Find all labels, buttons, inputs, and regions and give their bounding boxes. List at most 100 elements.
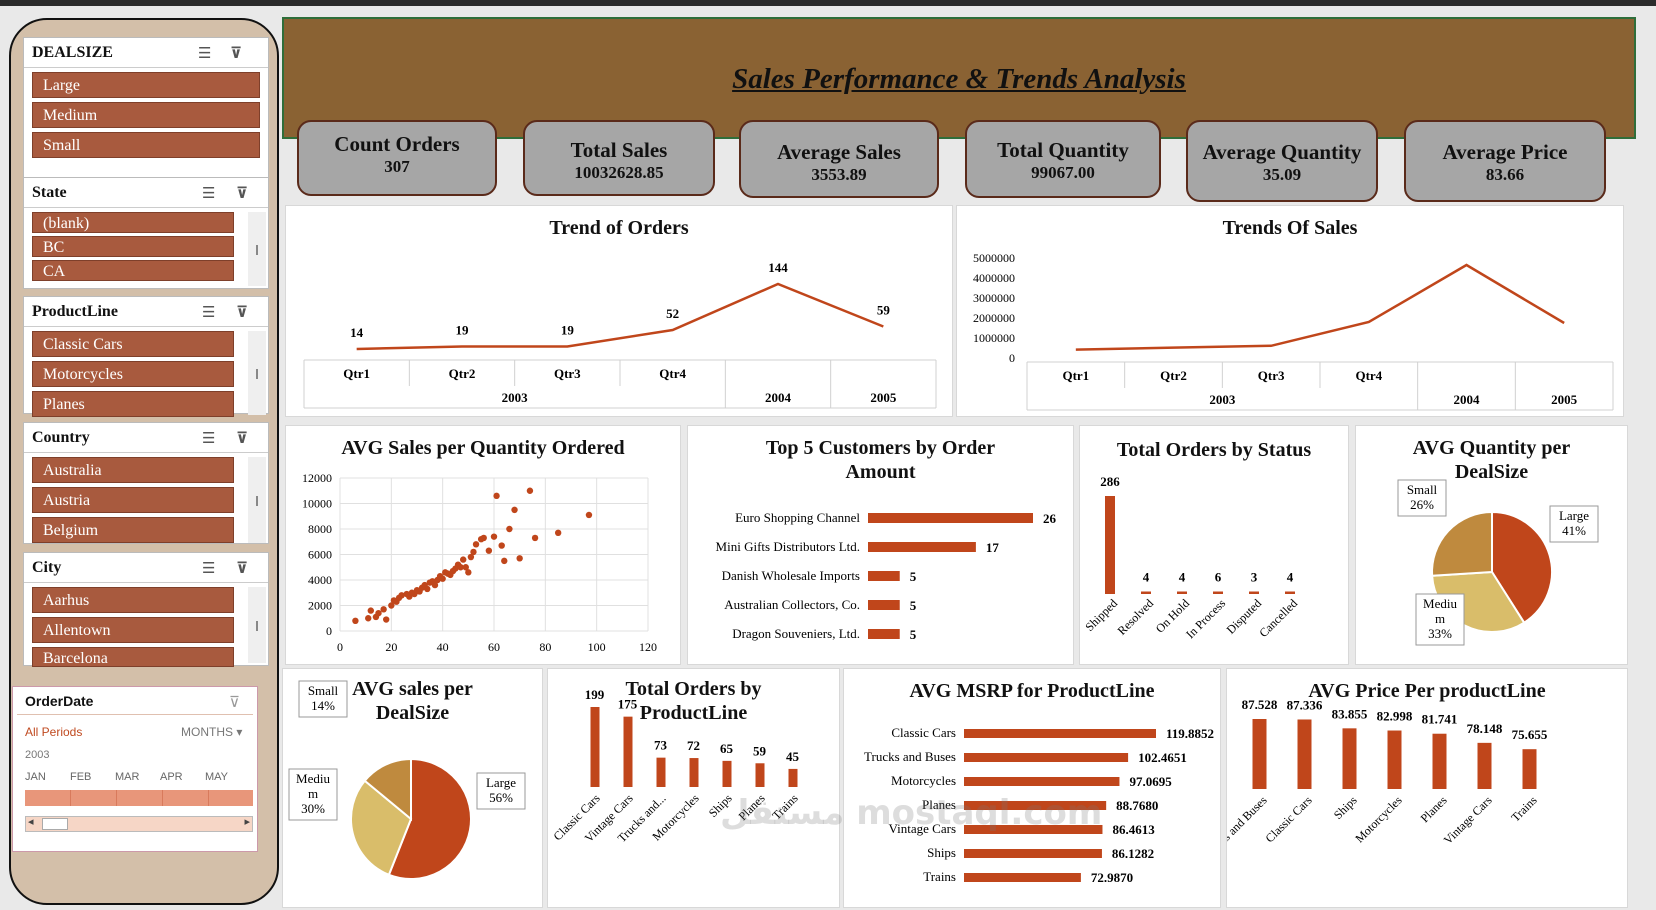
- clear-filter-icon[interactable]: ⊽: [236, 303, 249, 321]
- bar-category-label: Danish Wholesale Imports: [722, 568, 860, 583]
- clear-filter-icon[interactable]: ⊽: [236, 184, 249, 202]
- bar: [1477, 742, 1492, 789]
- timeline-title: OrderDate: [17, 687, 253, 715]
- slicer-item[interactable]: Austria: [32, 487, 234, 513]
- x-tick-label: 120: [639, 640, 657, 654]
- kpi-average-sales: Average Sales 3553.89: [739, 120, 939, 198]
- month-label: FEB: [70, 771, 92, 783]
- slicer-item[interactable]: Allentown: [32, 617, 234, 643]
- kpi-label: Count Orders: [334, 132, 460, 156]
- pie-slice: [387, 757, 472, 880]
- chart-orders-status: Total Orders by Status 286 Shipped 4 Resolv…: [1079, 425, 1349, 665]
- chart-avg-qty-dealsize: AVG Quantity per DealSize Large 41% Mediu m…: [1355, 425, 1628, 665]
- scatter-point: [470, 548, 477, 556]
- slicer-dealsize: DEALSIZE ☰ ⊽ Large Medium Small: [23, 37, 269, 183]
- slicer-scrollbar[interactable]: [248, 331, 266, 415]
- data-label: 6: [1215, 570, 1222, 585]
- scatter-point: [526, 487, 534, 494]
- slicer-title: State: [32, 183, 67, 201]
- slicer-item[interactable]: Planes: [32, 391, 234, 417]
- x-tick-label: 0: [337, 640, 343, 654]
- data-label: 83.855: [1332, 706, 1368, 721]
- x-tick-label: Qtr4: [659, 366, 686, 381]
- x-tick-label: Qtr4: [1355, 368, 1382, 383]
- bar-category-label: Euro Shopping Channel: [735, 510, 860, 525]
- x-tick-label: 20: [385, 640, 397, 654]
- scatter-point: [467, 553, 475, 561]
- kpi-label: Total Sales: [570, 138, 668, 162]
- slicer-header: City ☰ ⊽: [24, 553, 268, 583]
- all-periods-label[interactable]: All Periods: [25, 725, 83, 739]
- slicer-item[interactable]: Barcelona: [32, 647, 234, 667]
- kpi-average-price: Average Price 83.66: [1404, 120, 1606, 202]
- clear-filter-icon[interactable]: ⊽: [236, 559, 249, 577]
- slicer-item[interactable]: Classic Cars: [32, 331, 234, 357]
- x-group-label: 2003: [1209, 392, 1236, 407]
- slicer-item[interactable]: Motorcycles: [32, 361, 234, 387]
- multi-select-icon[interactable]: ☰: [202, 429, 216, 447]
- bar-category-label: Mini Gifts Distributors Ltd.: [716, 539, 860, 554]
- clear-filter-icon[interactable]: ⊽: [229, 693, 240, 711]
- bar: [656, 757, 666, 787]
- bar-category-label: Ships: [927, 845, 956, 860]
- multi-select-icon[interactable]: ☰: [198, 44, 212, 62]
- clear-filter-icon[interactable]: ⊽: [230, 44, 243, 62]
- pie-slice: [363, 757, 412, 822]
- pie-label: Small: [308, 683, 339, 698]
- granularity-dropdown[interactable]: MONTHS ▾: [181, 725, 242, 739]
- timeline-selection-bar[interactable]: [25, 790, 253, 806]
- kpi-average-quantity: Average Quantity 35.09: [1186, 120, 1378, 202]
- slicer-item[interactable]: BC: [32, 236, 234, 257]
- multi-select-icon[interactable]: ☰: [202, 303, 216, 321]
- timeline-scrollbar[interactable]: ◂ ▸: [25, 816, 253, 832]
- month-label: APR: [160, 771, 183, 783]
- slicer-scrollbar[interactable]: [248, 212, 266, 286]
- slicer-item[interactable]: CA: [32, 260, 234, 281]
- bar: [1342, 728, 1357, 789]
- data-label: 119.8852: [1166, 726, 1214, 741]
- bar: [964, 729, 1156, 738]
- slicer-item-medium[interactable]: Medium: [32, 102, 260, 128]
- data-label: 199: [585, 687, 605, 702]
- pie-label-box: [476, 772, 526, 810]
- slicer-scrollbar[interactable]: [248, 587, 266, 663]
- slicer-item[interactable]: Belgium: [32, 517, 234, 543]
- slicer-item-small[interactable]: Small: [32, 132, 260, 158]
- scroll-thumb[interactable]: [42, 818, 68, 830]
- slicer-item[interactable]: (blank): [32, 212, 234, 233]
- chart-svg: 12000 10000 8000 6000 4000 2000 00 20 40 60 80 100 1…: [302, 471, 657, 654]
- slicer-item[interactable]: Aarhus: [32, 587, 234, 613]
- multi-select-icon[interactable]: ☰: [202, 184, 216, 202]
- bar: [964, 849, 1102, 858]
- pie-label-box: [1549, 505, 1599, 543]
- title-banner: Sales Performance & Trends Analysis: [282, 17, 1636, 139]
- slicer-item-large[interactable]: Large: [32, 72, 260, 98]
- scroll-right-icon[interactable]: ▸: [244, 816, 250, 828]
- scatter-point: [375, 609, 382, 617]
- x-tick-label: Planes: [1418, 793, 1450, 825]
- y-tick-label: 10000: [302, 497, 332, 511]
- kpi-label: Average Price: [1442, 140, 1568, 164]
- data-label: 72.9870: [1091, 870, 1133, 885]
- y-tick-label: 4000: [308, 573, 332, 587]
- chart-title: AVG Sales per Quantity Ordered: [341, 437, 625, 459]
- scatter-point: [554, 529, 562, 537]
- scatter-point: [585, 511, 593, 519]
- chart-avg-price: AVG Price Per productLine 87.528 Trucks a…: [1226, 668, 1628, 908]
- slicer-scrollbar[interactable]: [248, 457, 266, 543]
- kpi-value: 99067.00: [1031, 163, 1095, 182]
- bar: [868, 629, 900, 639]
- x-group-label: 2004: [1454, 392, 1481, 407]
- scatter-point: [398, 592, 405, 599]
- clear-filter-icon[interactable]: ⊽: [236, 429, 249, 447]
- chart-orders-productline: Total Orders by ProductLine 199 Classic C…: [547, 668, 840, 908]
- slicer-item[interactable]: Australia: [32, 457, 234, 483]
- slicer-title: City: [32, 558, 62, 576]
- scatter-point: [480, 534, 487, 542]
- bar: [964, 801, 1107, 810]
- x-tick-label: 60: [488, 640, 500, 654]
- multi-select-icon[interactable]: ☰: [202, 559, 216, 577]
- timeline-year: 2003: [25, 749, 50, 761]
- scroll-left-icon[interactable]: ◂: [28, 816, 34, 828]
